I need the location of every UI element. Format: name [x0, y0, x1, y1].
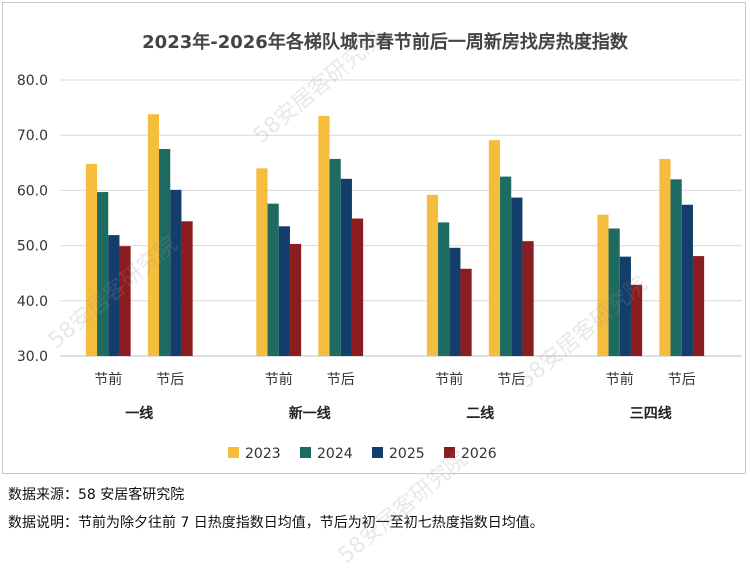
- bar-2025: [170, 189, 182, 356]
- bar-2026: [119, 246, 131, 356]
- bar-2023: [147, 114, 160, 356]
- bar-2023: [488, 140, 501, 356]
- bar-2026: [351, 218, 364, 356]
- bar-2023: [426, 194, 439, 356]
- y-tick-label: 50.0: [17, 239, 48, 255]
- chart-frame: [2, 2, 746, 474]
- x-group-label: 新一线: [289, 405, 331, 422]
- y-tick-label: 70.0: [17, 128, 48, 144]
- legend-swatch: [372, 447, 383, 458]
- legend-label: 2024: [317, 446, 353, 462]
- legend-label: 2025: [389, 446, 425, 462]
- x-group-label: 三四线: [630, 405, 672, 422]
- bar-2024: [500, 176, 512, 356]
- bar-2024: [438, 222, 450, 356]
- bar-2024: [97, 192, 109, 356]
- bar-2024: [329, 158, 341, 356]
- legend-label: 2023: [245, 446, 281, 462]
- y-tick-label: 30.0: [17, 349, 48, 365]
- y-tick-label: 60.0: [17, 183, 48, 199]
- bar-2025: [681, 204, 693, 356]
- bar-2025: [619, 256, 631, 356]
- legend-swatch: [228, 447, 239, 458]
- bar-2024: [267, 203, 279, 356]
- bar-2025: [108, 235, 120, 356]
- bar-2023: [256, 168, 268, 356]
- x-group-label: 一线: [125, 405, 153, 422]
- bar-2023: [85, 163, 98, 356]
- bar-2026: [692, 256, 705, 356]
- bar-2024: [670, 179, 682, 356]
- bar-chart: 2023年-2026年各梯队城市春节前后一周新房找房热度指数 30.0 40.0 5…: [17, 31, 742, 462]
- bars: [85, 114, 705, 356]
- x-subcategory-label: 节前: [435, 371, 463, 388]
- x-subcategory-label: 节后: [327, 372, 355, 388]
- legend-label: 2026: [461, 446, 497, 462]
- y-tick-label: 40.0: [17, 294, 48, 310]
- x-subcategory-label: 节后: [497, 372, 525, 388]
- y-axis-ticks: 30.0 40.0 50.0 60.0 70.0 80.0: [17, 73, 48, 365]
- bar-2026: [522, 241, 534, 356]
- x-subcategory-label: 节前: [606, 371, 634, 388]
- bar-2025: [278, 226, 290, 356]
- legend: 2023 2024 2025 2026: [228, 446, 497, 462]
- bar-2026: [181, 221, 193, 356]
- x-subcategory-label: 节前: [265, 371, 293, 388]
- bar-2023: [659, 158, 671, 356]
- bar-2026: [630, 284, 643, 356]
- bar-2024: [608, 228, 620, 356]
- data-source-note: 数据来源：58 安居客研究院: [8, 487, 185, 503]
- bar-2026: [460, 268, 472, 356]
- bar-2025: [511, 197, 523, 356]
- bar-2026: [289, 243, 302, 356]
- y-tick-label: 80.0: [17, 73, 48, 89]
- bar-2025: [449, 247, 461, 356]
- legend-swatch: [300, 447, 311, 458]
- x-subcategory-label: 节前: [94, 371, 122, 388]
- bar-2023: [318, 115, 330, 356]
- x-subcategory-label: 节后: [156, 372, 184, 388]
- x-group-label: 二线: [466, 405, 494, 422]
- bar-2024: [159, 149, 171, 356]
- x-subcategory-label: 节后: [668, 372, 696, 388]
- data-description-note: 数据说明：节前为除夕往前 7 日热度指数日均值，节后为初一至初七热度指数日均值。: [8, 515, 544, 531]
- bar-2025: [340, 178, 352, 356]
- legend-swatch: [444, 447, 455, 458]
- bar-2023: [597, 214, 609, 356]
- chart-title: 2023年-2026年各梯队城市春节前后一周新房找房热度指数: [142, 31, 629, 53]
